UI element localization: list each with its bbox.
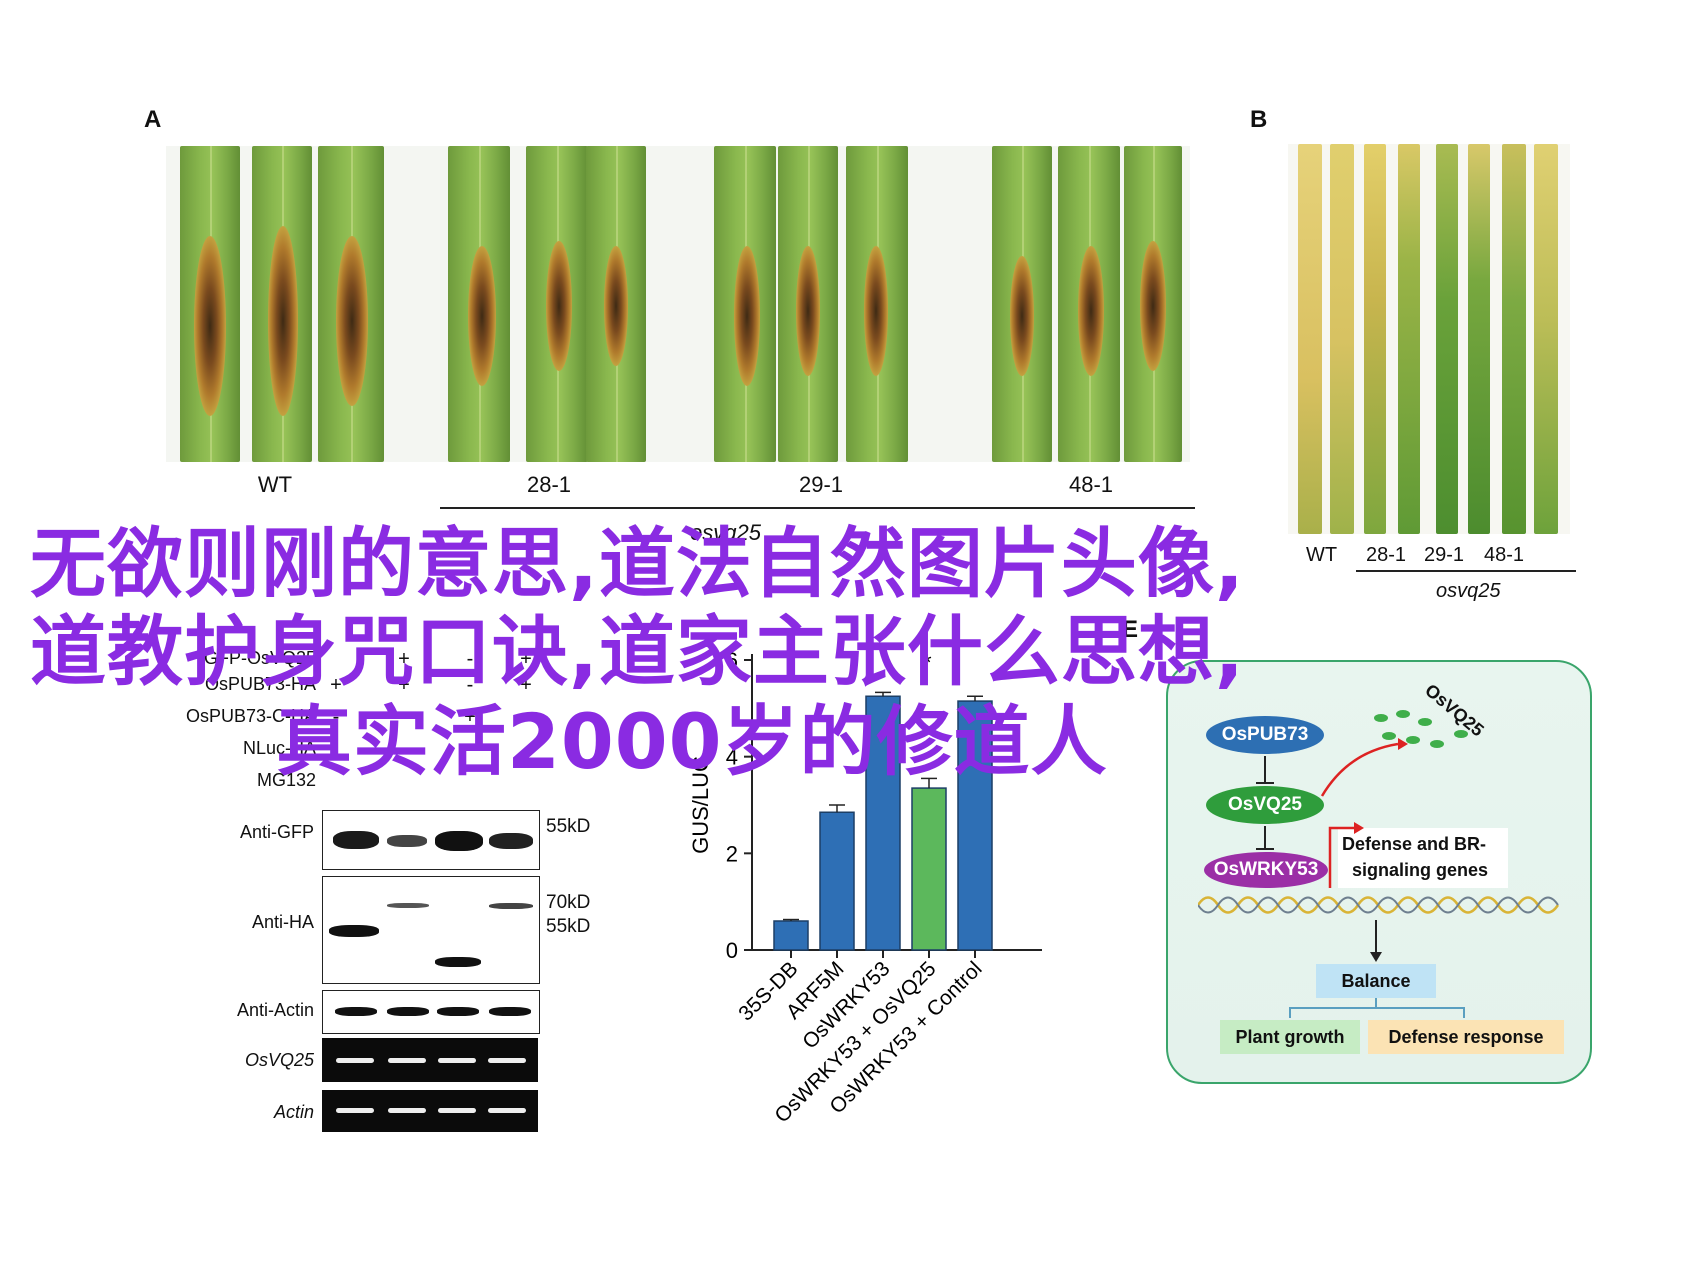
panel-letter-b: B <box>1250 106 1268 133</box>
panel-c-sign-2-0: - <box>332 706 340 728</box>
panel-b-leaf-photo <box>1288 144 1570 534</box>
node-oswrky53: OsWRKY53 <box>1204 852 1328 888</box>
panel-a-genotype-48-1: 48-1 <box>1068 472 1114 497</box>
panel-b-genotype-29-1: 29-1 <box>1424 544 1465 566</box>
inhibit-line-ospub73 <box>1264 756 1266 782</box>
blot-anti-ha <box>322 876 540 984</box>
y-tick-label-2: 4 <box>726 745 738 770</box>
panel-c-sign-1-0: + <box>330 674 342 696</box>
panel-letter-a: A <box>144 106 162 133</box>
panel-c-row-label-3: NLuc-HA <box>242 738 316 758</box>
panel-c-sign-0-1: + <box>398 648 410 670</box>
panel-c-row-label-4: MG132 <box>256 770 316 790</box>
panel-c-sign-0-3: + <box>520 648 532 670</box>
transcription-arrow <box>1328 822 1364 888</box>
panel-c-row-label-2: OsPUB73-C-HA <box>185 706 316 726</box>
blot-label-anti-ha: Anti-HA <box>251 912 314 932</box>
blot-marker-ha-55kd: 55kD <box>546 916 591 937</box>
panel-c-sign-1-1: + <box>398 674 410 696</box>
overlay-title-line1: 无欲则刚的意思,道法自然图片头像, <box>30 519 1245 608</box>
panel-c-row-label-1: OsPUB73-HA <box>204 674 316 694</box>
blot-label-anti-gfp: Anti-GFP <box>239 822 314 842</box>
dna-helix <box>1198 896 1560 914</box>
panel-c-sign-1-2: - <box>466 674 474 696</box>
gel-osvq25 <box>322 1038 538 1082</box>
balance-box: Balance <box>1316 964 1436 998</box>
panel-a-genotype-29-1: 29-1 <box>798 472 844 497</box>
panel-c-sign-2-1: - <box>400 706 408 728</box>
panel-letter-e: E <box>1122 616 1139 643</box>
y-tick-label-1: 2 <box>726 841 738 866</box>
degraded-osvq25-dots <box>1374 710 1484 760</box>
bar-3 <box>911 787 947 951</box>
outcome-bracket <box>1289 998 1465 1018</box>
panel-b-genotype-28-1: 28-1 <box>1366 544 1407 566</box>
significance-asterisk: * <box>923 650 932 675</box>
panel-b-group-label: osvq25 <box>1436 580 1501 602</box>
panel-c-table: GFP-OsVQ25 OsPUB73-HA OsPUB73-C-HA NLuc-… <box>150 648 570 808</box>
panel-a-group-label: osvq25 <box>690 520 761 545</box>
blot-label-osvq25: OsVQ25 <box>244 1050 314 1070</box>
panel-a-leaf-photo <box>166 146 1190 462</box>
y-tick-label-3: 6 <box>726 648 738 673</box>
node-osvq25: OsVQ25 <box>1206 786 1324 824</box>
node-ospub73: OsPUB73 <box>1206 716 1324 754</box>
y-axis-label: GUS/LUC <box>688 756 713 854</box>
panel-a-genotype-wt: WT <box>257 472 293 497</box>
panel-c-row-label-0: GFP-OsVQ25 <box>203 648 316 668</box>
inhibit-line-osvq25 <box>1264 826 1266 848</box>
balance-arrow <box>1370 920 1382 962</box>
panel-c-sign-2-2: + <box>464 706 476 728</box>
blot-label-actin: Actin <box>273 1102 314 1122</box>
y-tick-label-0: 0 <box>726 938 738 963</box>
panel-b-genotype-48-1: 48-1 <box>1484 544 1525 566</box>
blot-anti-actin <box>322 990 540 1034</box>
target-genes-box: Defense and BR- signaling genes <box>1338 828 1508 888</box>
overlay-title-line3: 真实活2000岁的修道人 <box>276 697 1108 786</box>
bar-2 <box>865 695 901 951</box>
blot-marker-gfp-55kd: 55kD <box>546 816 591 837</box>
blot-marker-ha-70kd: 70kD <box>546 892 591 913</box>
degradation-arrow <box>1320 738 1408 797</box>
target-genes-line2: signaling genes <box>1352 860 1489 880</box>
blot-anti-gfp <box>322 810 540 870</box>
panel-e-model-diagram: OsPUB73 OsVQ25 OsWRKY53 OsVQ25 Defense a… <box>1166 660 1592 1084</box>
panel-a-group-bracket <box>440 507 1195 509</box>
panel-c-sign-2-3: - <box>522 706 530 728</box>
panel-b-group-bracket <box>1356 570 1576 572</box>
plant-growth-box: Plant growth <box>1220 1020 1360 1054</box>
overlay-title-line2: 道教护身咒口诀,道家主张什么思想, <box>30 607 1245 696</box>
panel-b-genotype-wt: WT <box>1306 544 1338 566</box>
blot-label-anti-actin: Anti-Actin <box>236 1000 314 1020</box>
defense-response-box: Defense response <box>1368 1020 1564 1054</box>
panel-a-genotype-28-1: 28-1 <box>526 472 572 497</box>
bar-0 <box>773 920 809 951</box>
bar-1 <box>819 811 855 951</box>
gel-actin <box>322 1090 538 1132</box>
panel-c-sign-0-2: - <box>466 648 474 670</box>
target-genes-line1: Defense and BR- <box>1342 834 1487 854</box>
bar-4 <box>957 700 993 951</box>
panel-c-sign-1-3: + <box>520 674 532 696</box>
